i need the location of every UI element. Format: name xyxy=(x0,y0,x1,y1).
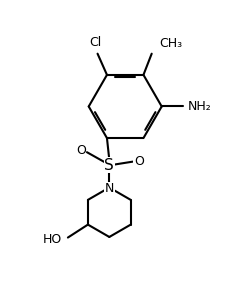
Text: N: N xyxy=(105,182,114,195)
Text: NH₂: NH₂ xyxy=(187,100,211,113)
Text: O: O xyxy=(134,155,144,168)
Text: CH₃: CH₃ xyxy=(159,37,182,50)
Text: S: S xyxy=(104,158,114,173)
Text: O: O xyxy=(76,144,86,157)
Text: Cl: Cl xyxy=(89,36,101,50)
Text: HO: HO xyxy=(43,234,62,246)
